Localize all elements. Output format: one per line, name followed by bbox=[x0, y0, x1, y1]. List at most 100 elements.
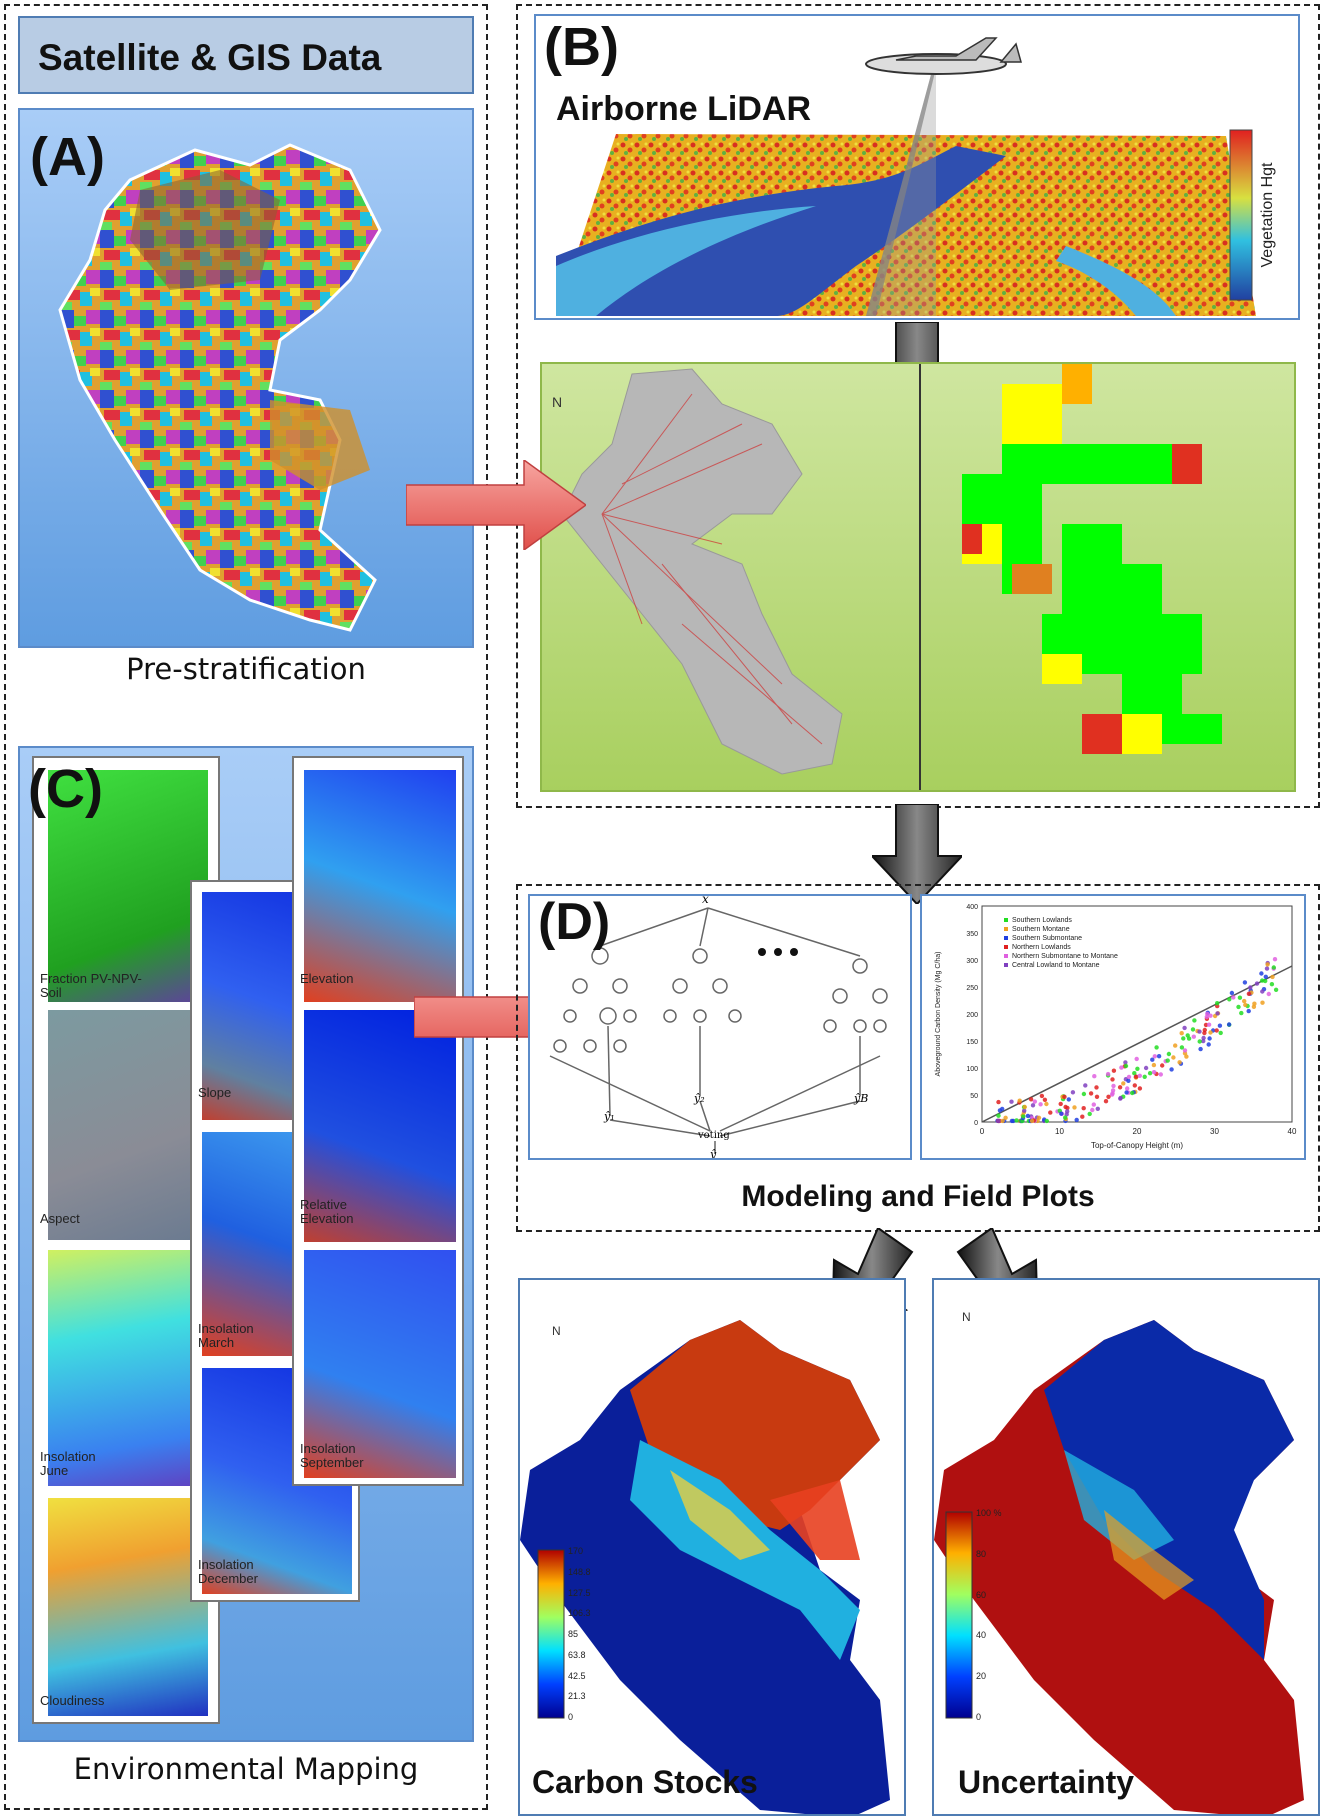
layer-relative-elevation-label: Relative Elevation bbox=[300, 1197, 354, 1227]
layer-elevation-label: Elevation bbox=[300, 971, 354, 986]
scatter-point bbox=[1151, 1070, 1157, 1075]
scatter-point bbox=[1048, 1110, 1053, 1115]
scatter-point bbox=[1110, 1088, 1116, 1093]
tree-output-2: ŷ₂ bbox=[694, 1092, 705, 1105]
scatter-point bbox=[1208, 1013, 1213, 1018]
scatter-point bbox=[1029, 1118, 1035, 1124]
scatter-point bbox=[1134, 1056, 1139, 1062]
uncertainty-map bbox=[934, 1280, 1318, 1814]
legend-entry: Southern Montane bbox=[1012, 926, 1070, 933]
legend-entry: Southern Submontane bbox=[1012, 935, 1082, 942]
scatter-point bbox=[1105, 1071, 1111, 1077]
scatter-point bbox=[1009, 1099, 1014, 1104]
legend-swatch bbox=[1004, 963, 1008, 967]
y-tick-label: 100 bbox=[966, 1066, 978, 1073]
scatter-point bbox=[1126, 1078, 1131, 1083]
scatter-point bbox=[1065, 1109, 1070, 1114]
scatter-point bbox=[1252, 1001, 1257, 1006]
down-arrow-b-to-d bbox=[872, 804, 962, 904]
carbon-tick: 127.5 bbox=[568, 1587, 591, 1598]
scatter-point bbox=[1134, 1074, 1139, 1079]
scatter-point bbox=[1236, 1004, 1241, 1010]
scatter-point bbox=[1028, 1097, 1034, 1102]
scatter-point bbox=[996, 1113, 1001, 1118]
layer-column-3: Elevation Relative Elevation Insolation … bbox=[292, 756, 464, 1486]
header-title-box: Satellite & GIS Data bbox=[18, 16, 474, 94]
uncertainty-tick: 100 % bbox=[976, 1508, 1002, 1518]
scatter-point bbox=[1081, 1106, 1086, 1111]
scatter-point bbox=[1246, 1008, 1251, 1014]
panel-d-random-forest: x ŷ₁ ŷ₂ ŷB voting ŷ (D) bbox=[528, 894, 912, 1160]
scatter-point bbox=[1123, 1060, 1128, 1065]
panel-d-letter: (D) bbox=[538, 894, 611, 951]
scatter-point bbox=[1169, 1067, 1174, 1072]
layer-slope-label: Slope bbox=[198, 1085, 232, 1100]
scatter-point bbox=[1044, 1101, 1049, 1107]
scatter-point bbox=[1243, 1002, 1248, 1008]
scatter-point bbox=[1094, 1094, 1100, 1099]
scatter-point bbox=[1208, 1030, 1213, 1035]
scatter-point bbox=[1017, 1098, 1022, 1103]
scatter-point bbox=[1111, 1083, 1116, 1089]
scatter-point bbox=[1246, 991, 1252, 996]
scatter-point bbox=[1198, 1046, 1203, 1052]
scatter-point bbox=[1260, 1000, 1265, 1005]
scatter-point bbox=[1272, 957, 1278, 962]
scatter-point bbox=[1158, 1072, 1163, 1077]
scatter-point bbox=[1117, 1085, 1123, 1090]
layer-aspect bbox=[48, 1010, 208, 1240]
scatter-point bbox=[1132, 1083, 1137, 1088]
y-tick-label: 50 bbox=[970, 1093, 978, 1100]
layer-fraction-label: Fraction PV-NPV-Soil bbox=[40, 971, 142, 1001]
scatter-point bbox=[1124, 1090, 1129, 1095]
scatter-point bbox=[1182, 1048, 1188, 1053]
scatter-point bbox=[1000, 1118, 1005, 1124]
panel-b-lidar: (B) Airborne LiDAR Vegetation Hgt bbox=[534, 14, 1300, 320]
y-tick-label: 150 bbox=[966, 1039, 978, 1046]
scatter-point bbox=[1260, 978, 1265, 983]
scatter-point bbox=[1227, 997, 1232, 1002]
carbon-vs-height-scatter: 0 10 20 30 40050100150200250300350400Top-of-… bbox=[922, 896, 1304, 1158]
x-tick-label: 20 bbox=[1133, 1127, 1142, 1136]
scatter-point bbox=[1190, 1027, 1196, 1032]
scatter-point bbox=[1039, 1093, 1045, 1099]
panel-d-scatter: 0 10 20 30 40 0 50 100 150 200 250 300 350 400 Top-of-… bbox=[920, 894, 1306, 1160]
scatter-point bbox=[1197, 1029, 1202, 1034]
scatter-point bbox=[1207, 1036, 1212, 1041]
scatter-point bbox=[996, 1099, 1001, 1105]
carbon-tick: 0 bbox=[568, 1712, 574, 1722]
uncertainty-tick: 20 bbox=[976, 1671, 987, 1682]
scatter-point bbox=[1021, 1114, 1026, 1119]
scatter-point bbox=[1080, 1114, 1085, 1119]
legend-swatch bbox=[1004, 945, 1008, 949]
scatter-point bbox=[1111, 1068, 1117, 1073]
scatter-point bbox=[1202, 1027, 1207, 1033]
y-tick-label: 300 bbox=[966, 958, 978, 965]
scatter-point bbox=[1160, 1063, 1165, 1068]
scatter-point bbox=[1231, 995, 1236, 1000]
layer-column-1: Fraction PV-NPV-Soil Aspect Insolation J… bbox=[32, 756, 220, 1724]
uncertainty-tick: 40 bbox=[976, 1630, 987, 1641]
scatter-point bbox=[1081, 1091, 1087, 1097]
scatter-point bbox=[1173, 1043, 1178, 1048]
tree-output-1: ŷ₁ bbox=[604, 1110, 615, 1123]
scatter-point bbox=[1165, 1058, 1170, 1063]
scatter-point bbox=[1171, 1055, 1176, 1060]
scatter-point bbox=[1242, 980, 1248, 985]
scatter-point bbox=[1000, 1106, 1005, 1112]
scatter-point bbox=[1137, 1073, 1142, 1078]
north-arrow-icon: N bbox=[962, 1310, 971, 1324]
y-tick-label: 350 bbox=[966, 931, 978, 938]
panel-c-caption: Environmental Mapping bbox=[73, 1752, 419, 1786]
layer-insolation-june bbox=[48, 1250, 208, 1486]
tree-output-b: ŷB bbox=[854, 1092, 869, 1105]
carbon-stocks-map bbox=[520, 1280, 904, 1814]
legend-entry: Southern Lowlands bbox=[1012, 917, 1072, 924]
legend-swatch bbox=[1004, 918, 1008, 922]
scatter-point bbox=[1266, 991, 1271, 997]
scatter-point bbox=[1088, 1091, 1094, 1096]
carbon-tick: 42.5 bbox=[568, 1670, 586, 1681]
scatter-point bbox=[1197, 1039, 1202, 1044]
layer-cloudiness-label: Cloudiness bbox=[40, 1693, 105, 1708]
scatter-point bbox=[1121, 1081, 1126, 1086]
